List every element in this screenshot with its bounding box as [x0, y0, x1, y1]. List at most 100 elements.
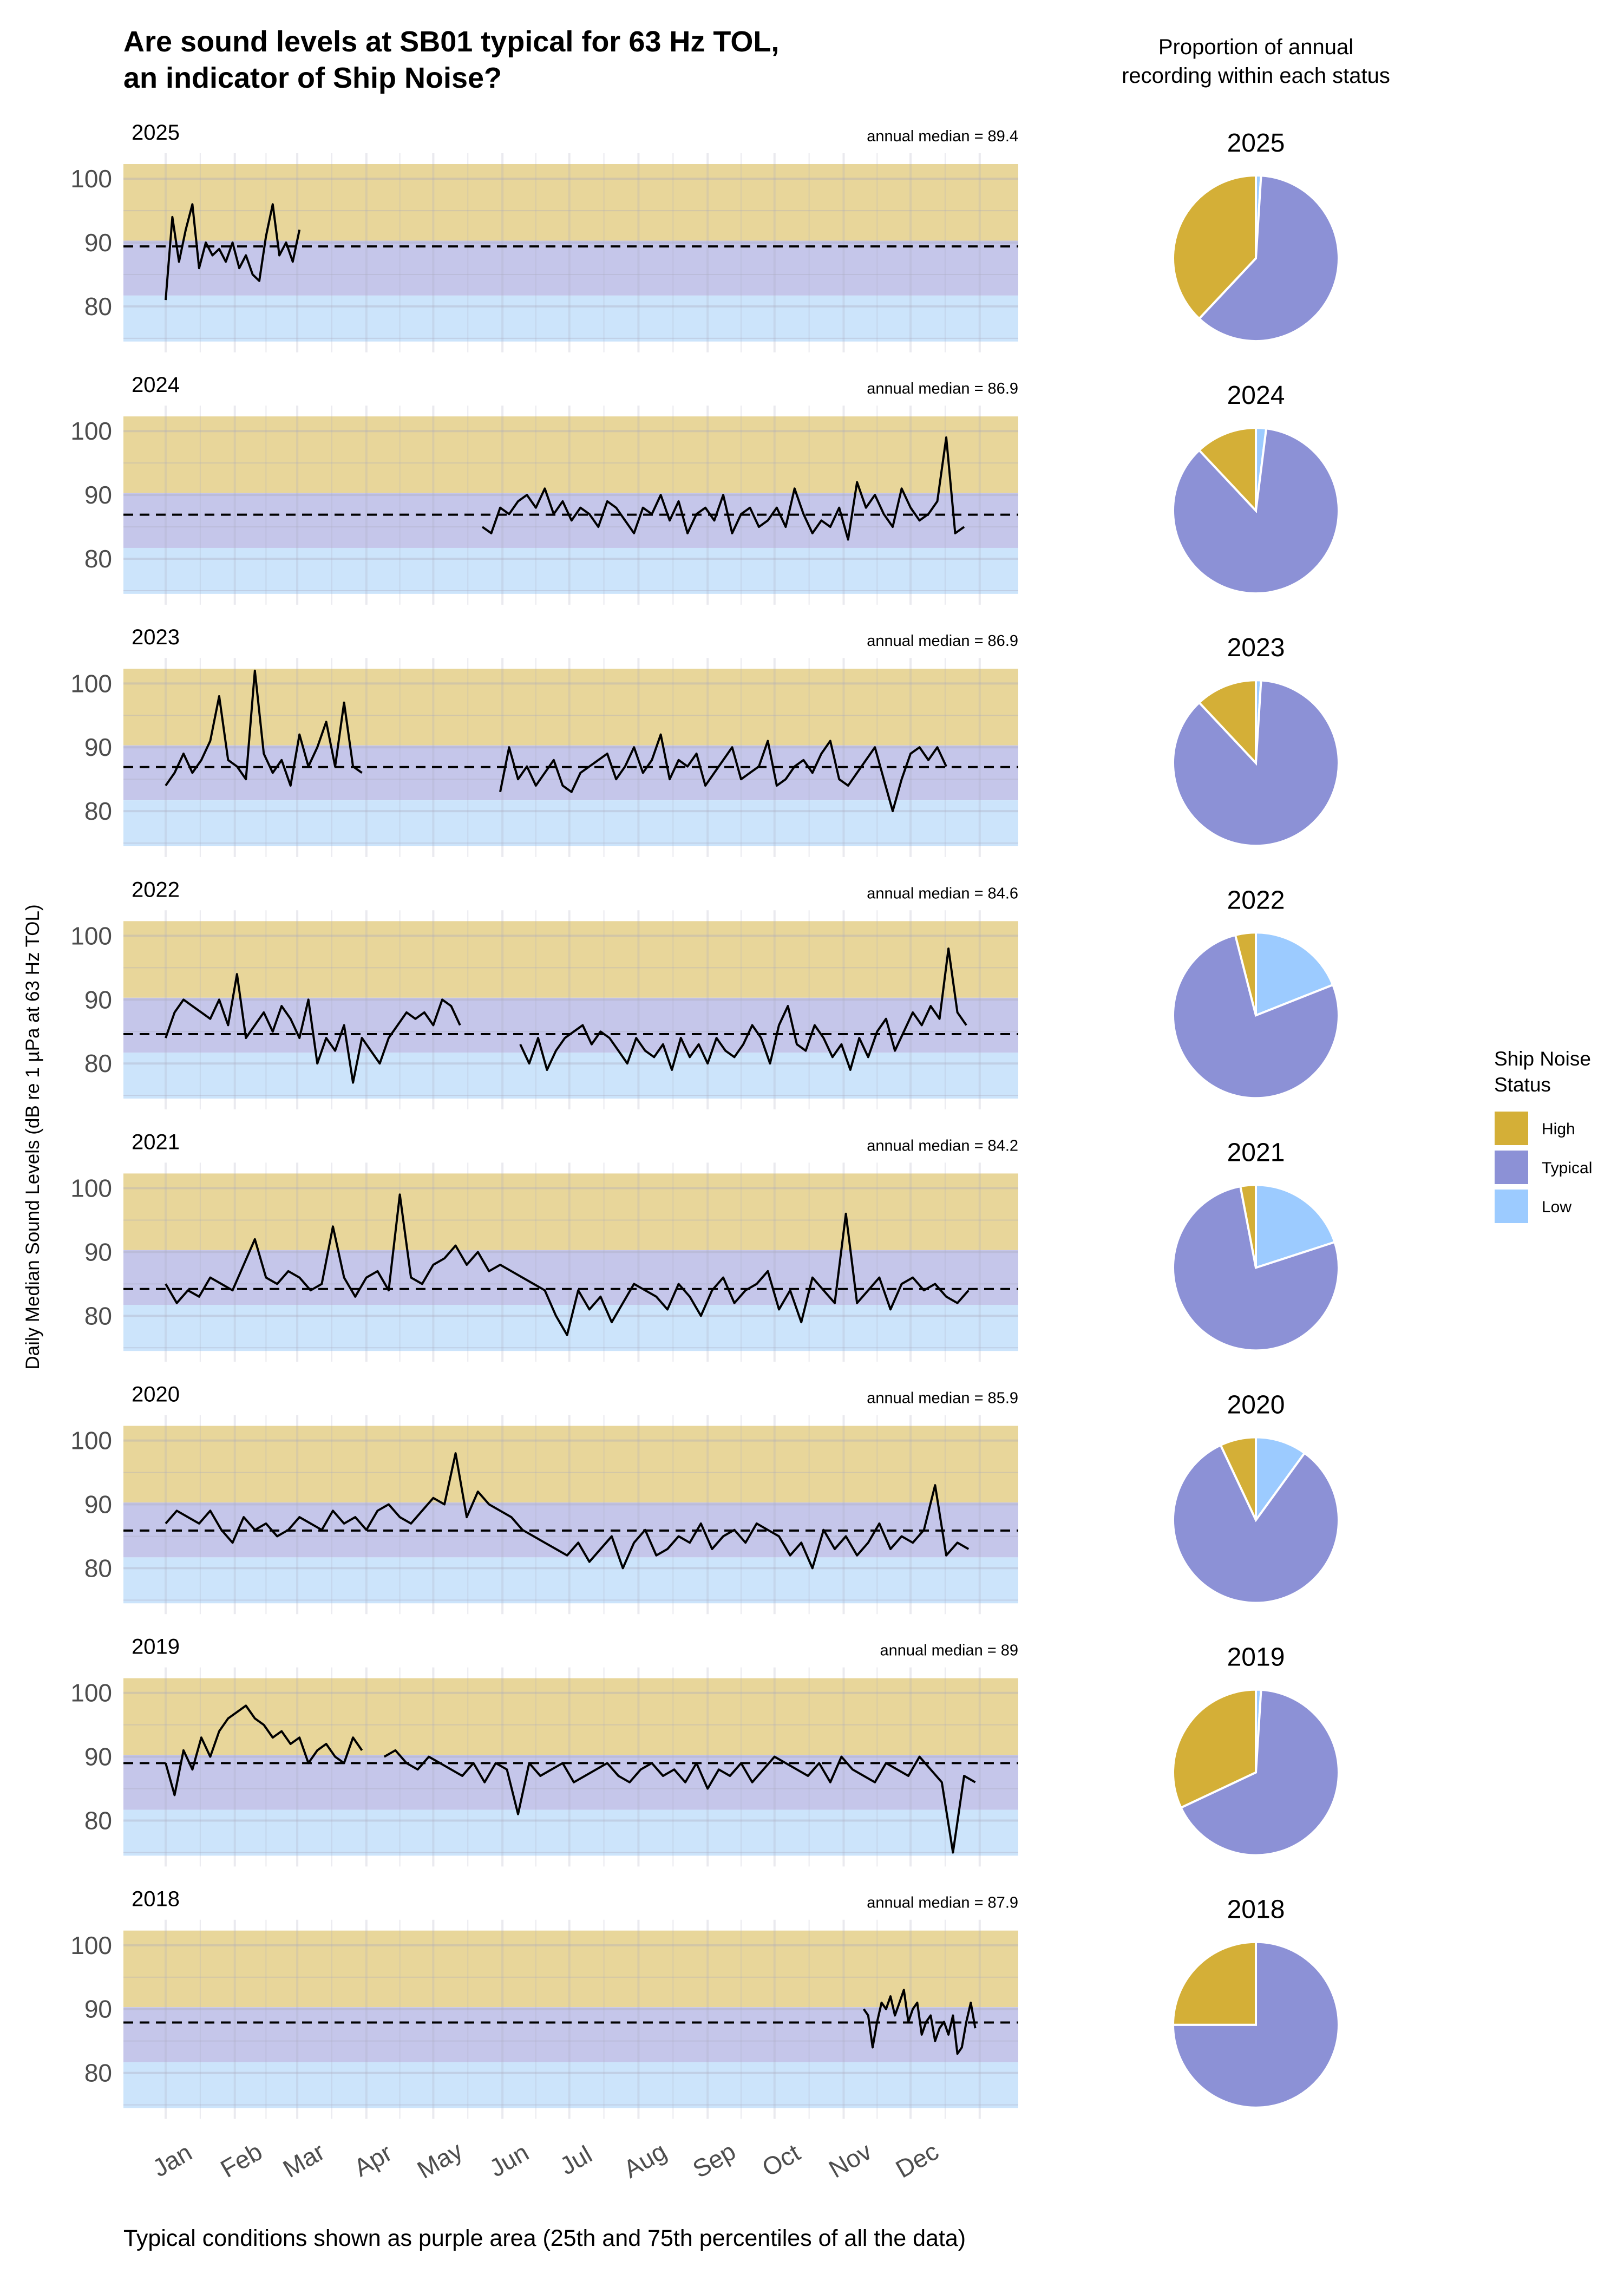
pie-year-title: 2020	[1227, 1391, 1285, 1420]
pie-slice-high	[1172, 174, 1257, 321]
x-axis: Jan Feb Mar Apr May Jun Jul Aug Sep Oct Nov Dec	[148, 2136, 944, 2184]
annual-median-label: annual median = 87.9	[867, 1894, 1018, 1912]
x-tick-label: Feb	[215, 2137, 267, 2183]
annual-median-label: annual median = 89.4	[867, 128, 1018, 145]
pie-slice-low	[1255, 931, 1334, 1017]
pie-slice-typical	[1179, 1688, 1340, 1857]
y-tick-label: 90	[84, 481, 112, 509]
x-tick-label: Aug	[619, 2137, 671, 2184]
pie-slice-low	[1255, 1184, 1337, 1270]
y-tick-label: 90	[84, 1743, 112, 1771]
pie-year-title: 2019	[1227, 1643, 1285, 1672]
y-tick-label: 100	[70, 669, 112, 697]
pie-year-title: 2025	[1227, 129, 1285, 158]
y-tick-label: 90	[84, 1238, 112, 1266]
high-band	[123, 416, 1018, 493]
y-tick-label: 80	[84, 292, 112, 321]
low-band	[123, 1809, 1018, 1856]
pie-year-title: 2024	[1227, 381, 1285, 410]
legend-label: High	[1542, 1120, 1575, 1138]
y-tick-label: 100	[70, 1174, 112, 1203]
annual-median-label: annual median = 86.9	[867, 632, 1018, 650]
y-tick-label: 80	[84, 1049, 112, 1077]
y-tick-label: 80	[84, 2059, 112, 2087]
x-tick-label: Jul	[555, 2140, 597, 2180]
x-tick-label: Dec	[891, 2137, 944, 2184]
daily-level-line	[862, 1989, 977, 2055]
y-axis-label: Daily Median Sound Levels (dB re 1 µPa a…	[22, 904, 43, 1369]
legend-key-typical	[1494, 1149, 1529, 1185]
panel-year-label: 2018	[132, 1887, 180, 1911]
chart-title-line1: Are sound levels at SB01 typical for 63 …	[123, 25, 779, 58]
x-tick-label: May	[412, 2136, 467, 2184]
pie-2024: 2024	[1172, 381, 1340, 595]
legend: Ship Noise Status High Typical Low	[1494, 1048, 1592, 1224]
pie-slice-high	[1197, 679, 1257, 766]
pie-slice-typical	[1172, 1443, 1340, 1604]
legend-label: Typical	[1542, 1159, 1592, 1177]
pie-2021: 2021	[1172, 1138, 1340, 1352]
daily-level-line	[383, 1749, 976, 1854]
daily-level-line	[165, 973, 461, 1084]
y-tick-label: 100	[70, 1931, 112, 1959]
pie-slice-typical	[1172, 1185, 1340, 1352]
panel-2018: 2018 annual median = 87.9 80 90 100	[70, 1887, 1018, 2119]
low-band	[123, 2062, 1018, 2108]
legend-label: Low	[1542, 1198, 1571, 1216]
legend-key-high	[1494, 1110, 1529, 1146]
pie-slice-typical	[1172, 933, 1340, 1100]
y-tick-label: 80	[84, 1554, 112, 1582]
panel-2022: 2022 annual median = 84.6 80 90 100	[70, 878, 1018, 1110]
pie-2020: 2020	[1172, 1391, 1340, 1604]
y-tick-label: 90	[84, 1491, 112, 1519]
typical-band	[123, 997, 1018, 1053]
panel-2020: 2020 annual median = 85.9 80 90 100	[70, 1383, 1018, 1615]
pie-2019: 2019	[1172, 1643, 1340, 1857]
y-tick-label: 100	[70, 165, 112, 193]
pie-slice-high	[1172, 1688, 1257, 1809]
pie-2022: 2022	[1172, 886, 1340, 1100]
daily-level-line	[481, 436, 965, 541]
panel-year-label: 2023	[132, 625, 180, 649]
pie-year-title: 2022	[1227, 886, 1285, 914]
panel-year-label: 2021	[132, 1130, 180, 1154]
pie-heading-line1: Proportion of annual	[1158, 35, 1353, 59]
pie-year-title: 2023	[1227, 633, 1285, 662]
pie-heading-line2: recording within each status	[1122, 64, 1390, 88]
pie-year-title: 2018	[1227, 1896, 1285, 1924]
low-band	[123, 800, 1018, 846]
high-band	[123, 1678, 1018, 1755]
legend-title-line1: Ship Noise	[1494, 1048, 1591, 1070]
y-tick-label: 90	[84, 733, 112, 761]
y-tick-label: 80	[84, 545, 112, 573]
low-band	[123, 1557, 1018, 1604]
y-tick-label: 80	[84, 1302, 112, 1330]
pie-slice-high	[1239, 1184, 1257, 1268]
pie-slice-high	[1219, 1436, 1257, 1521]
chart-title-line2: an indicator of Ship Noise?	[123, 62, 502, 94]
daily-level-line	[519, 948, 967, 1071]
low-band	[123, 547, 1018, 594]
legend-title-line2: Status	[1494, 1074, 1551, 1096]
y-tick-label: 100	[70, 1679, 112, 1707]
high-band	[123, 1173, 1018, 1250]
daily-level-line	[499, 733, 947, 813]
x-tick-label: Jun	[484, 2138, 533, 2182]
daily-level-line	[165, 1193, 970, 1336]
pie-charts: 2025 2024 2023 2022 2021 2020 2019 2018	[1171, 129, 1340, 2109]
pie-year-title: 2021	[1227, 1138, 1285, 1167]
x-tick-label: Oct	[757, 2138, 805, 2182]
pie-slice-high	[1171, 1940, 1257, 2026]
daily-level-line	[165, 669, 363, 787]
typical-band	[123, 2007, 1018, 2062]
annual-median-label: annual median = 89	[880, 1642, 1018, 1659]
y-tick-label: 80	[84, 797, 112, 825]
pie-2025: 2025	[1172, 129, 1340, 342]
y-tick-label: 80	[84, 1807, 112, 1835]
annual-median-label: annual median = 84.2	[867, 1137, 1018, 1154]
pie-slice-typical	[1171, 1940, 1340, 2109]
y-tick-label: 90	[84, 228, 112, 257]
panel-2025: 2025 annual median = 89.4 80 90 100	[70, 121, 1018, 352]
y-tick-label: 90	[84, 1995, 112, 2023]
